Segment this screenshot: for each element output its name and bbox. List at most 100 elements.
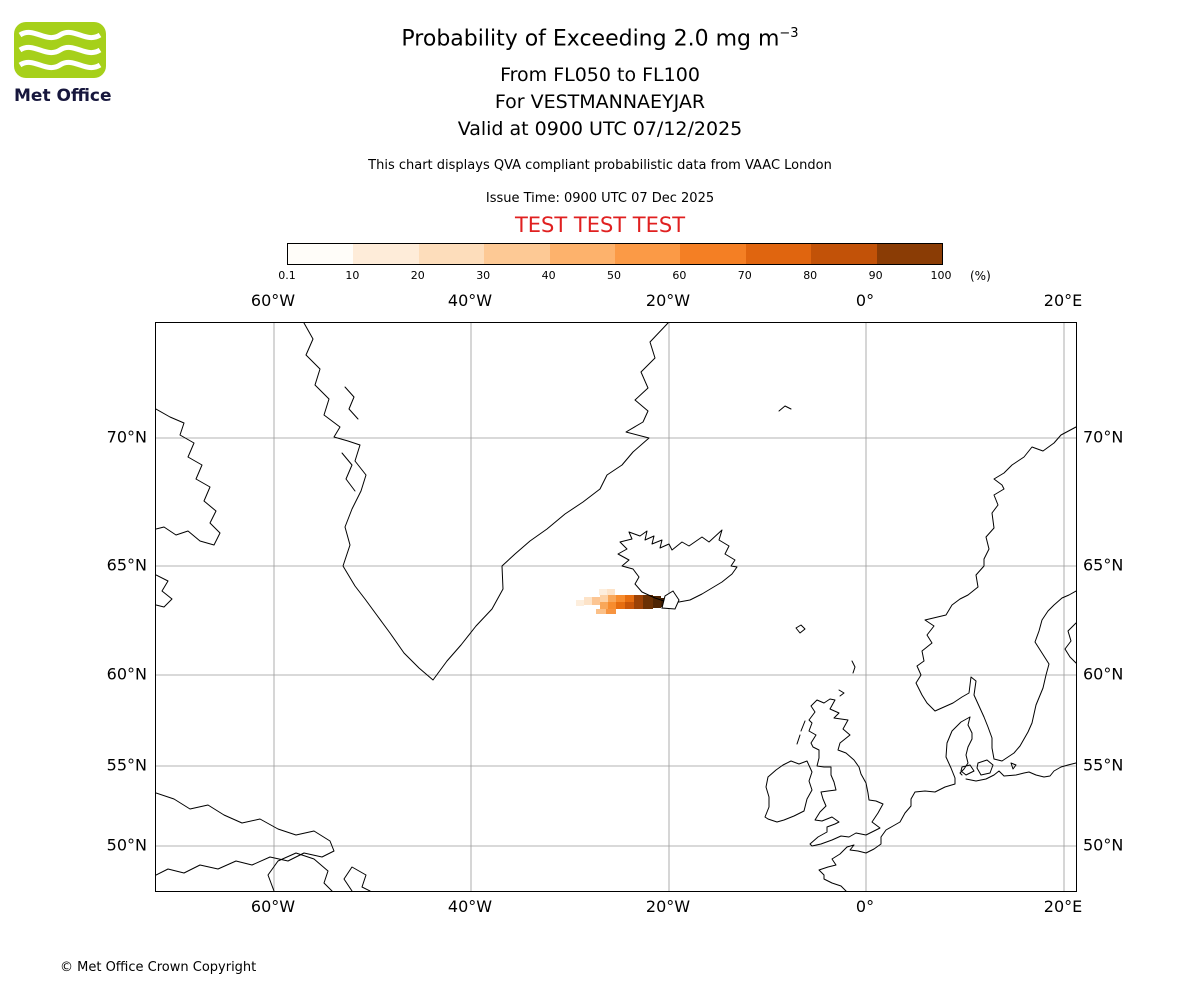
colorbar-band (745, 244, 812, 264)
coast-labrador (156, 792, 335, 876)
colorbar-tick-label: 80 (803, 269, 818, 282)
colorbar-band (288, 244, 354, 264)
ash-plume (576, 589, 667, 614)
coast-gulf-of-bothnia (1064, 622, 1076, 664)
coast-baffin-south (156, 574, 173, 608)
lat-label-right: 65°N (1083, 555, 1124, 575)
coast-iceland (617, 529, 738, 603)
eruption-source-marker (661, 590, 680, 610)
lon-label-top: 60°W (250, 291, 296, 310)
coast-great-britain (808, 698, 884, 847)
lon-label-bottom: 20°E (1043, 897, 1083, 916)
map-gridlines (156, 323, 1076, 891)
coast-newfoundland-east (343, 866, 371, 891)
coast-bornholm (1010, 762, 1017, 770)
colorbar-tick-label: 100 (930, 269, 952, 282)
plume-cell (634, 595, 643, 609)
plume-cell (606, 609, 616, 614)
coastlines (156, 323, 1076, 891)
coast-denmark-continent (818, 716, 971, 891)
map (155, 322, 1077, 892)
colorbar-tick-label: 90 (868, 269, 883, 282)
colorbar-band (418, 244, 485, 264)
qva-note: This chart displays QVA compliant probab… (368, 158, 832, 173)
map-canvas (156, 323, 1076, 891)
colorbar-tick-label: 60 (672, 269, 687, 282)
lat-label-right: 70°N (1083, 427, 1124, 447)
plume-cell (625, 595, 634, 602)
lat-label-left: 65°N (106, 555, 147, 575)
plume-cell (625, 602, 634, 609)
plume-cell (576, 600, 584, 606)
colorbar-tick-label: 70 (737, 269, 752, 282)
lat-label-left: 70°N (106, 427, 147, 447)
lat-label-left: 55°N (106, 755, 147, 775)
coast-norway-sweden (915, 426, 1076, 762)
met-office-logo-icon (14, 22, 106, 78)
colorbar-band (680, 244, 746, 264)
coast-hebrides (800, 720, 806, 732)
coast-shetland (851, 660, 856, 674)
coast-zealand (976, 759, 994, 776)
colorbar-tick-label: 20 (410, 269, 425, 282)
plume-cell (616, 602, 625, 609)
chart-title: Probability of Exceeding 2.0 mg m−3 (0, 26, 1200, 51)
coast-hebrides (796, 734, 801, 745)
coast-fyn (960, 764, 975, 776)
plume-cell (608, 602, 616, 609)
chart-title-exponent: −3 (779, 26, 799, 41)
plume-cell (600, 595, 608, 602)
coast-ireland (764, 760, 813, 823)
plume-cell (616, 595, 625, 602)
colorbar-band (549, 244, 616, 264)
lon-label-top: 20°W (645, 291, 691, 310)
coast-jan-mayen (778, 405, 792, 412)
lat-label-left: 50°N (106, 835, 147, 855)
plume-cell (592, 597, 600, 605)
plume-cell (607, 589, 615, 595)
coast-jutland-east (959, 716, 973, 776)
plume-cell (643, 595, 653, 609)
lon-label-bottom: 0° (855, 897, 875, 916)
lat-label-right: 55°N (1083, 755, 1124, 775)
met-office-logo: Met Office (14, 22, 114, 106)
colorbar-unit-label: (%) (970, 269, 991, 283)
met-office-logo-text: Met Office (14, 86, 112, 106)
coast-orkney (838, 689, 845, 697)
plume-cell (596, 609, 606, 614)
lat-label-right: 60°N (1083, 664, 1124, 684)
lon-label-top: 0° (855, 291, 875, 310)
colorbar-tick-label: 50 (607, 269, 621, 282)
coast-greenland (303, 323, 669, 681)
lon-label-top: 40°W (447, 291, 493, 310)
valid-time-subtitle: Valid at 0900 UTC 07/12/2025 (457, 118, 743, 140)
plume-cell (600, 602, 608, 609)
plume-cell (599, 589, 607, 595)
plume-cell (584, 597, 592, 605)
coast-faroe-islands (795, 624, 806, 634)
location-subtitle: For VESTMANNAEYJAR (494, 91, 706, 113)
colorbar-band (353, 244, 419, 264)
lon-label-bottom: 60°W (250, 897, 296, 916)
issue-time: Issue Time: 0900 UTC 07 Dec 2025 (485, 191, 715, 206)
lat-label-left: 60°N (106, 664, 147, 684)
colorbar-tick-label: 30 (476, 269, 491, 282)
colorbar-tick-label: 0.1 (278, 269, 296, 282)
lon-label-bottom: 40°W (447, 897, 493, 916)
flight-levels-subtitle: From FL050 to FL100 (500, 64, 700, 86)
colorbar-band (811, 244, 877, 264)
colorbar-band (615, 244, 681, 264)
coast-newfoundland (267, 852, 333, 891)
lon-label-top: 20°E (1043, 291, 1083, 310)
lon-label-bottom: 20°W (645, 897, 691, 916)
colorbar-tick-label: 40 (541, 269, 556, 282)
copyright-notice: © Met Office Crown Copyright (60, 960, 257, 975)
plume-cell (608, 595, 616, 602)
coast-greenland-fjord (344, 386, 359, 420)
chart-title-text: Probability of Exceeding 2.0 mg m (401, 26, 780, 52)
plume-cell (653, 596, 661, 608)
colorbar-band (484, 244, 550, 264)
coast-baffin-island (156, 408, 221, 546)
colorbar-band (876, 244, 943, 264)
